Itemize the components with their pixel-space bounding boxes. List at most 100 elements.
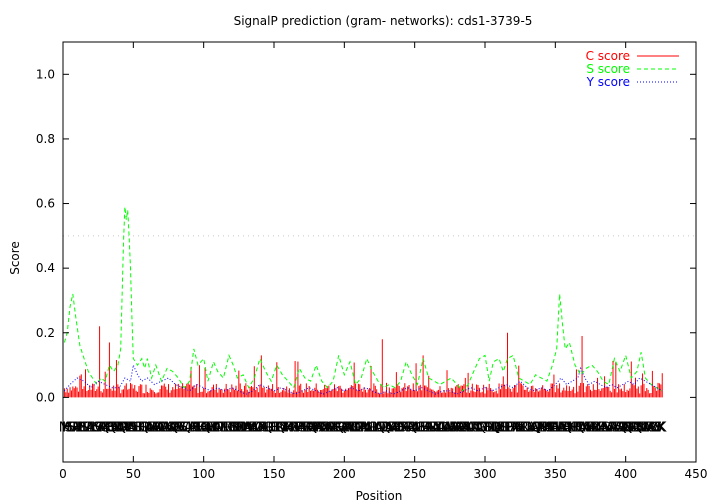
y-axis-ticks: 0.0 0.2 0.4 0.6 0.8 1.0 xyxy=(36,67,696,404)
sequence-letter: T xyxy=(103,420,112,435)
sequence-letter: T xyxy=(435,420,444,435)
sequence-letter: Q xyxy=(408,420,418,435)
sequence-letter: L xyxy=(75,420,83,435)
sequence-letter: F xyxy=(258,420,265,435)
sequence-letter: A xyxy=(448,420,457,435)
sequence-letter: K xyxy=(516,420,525,435)
sequence-letter: H xyxy=(484,420,494,435)
sequence-letter: S xyxy=(326,420,334,435)
sequence-letter: Q xyxy=(491,420,501,435)
sequence-letter: E xyxy=(422,420,430,435)
sequence-letter: L xyxy=(411,420,419,435)
sequence-letter: G xyxy=(270,420,280,435)
sequence-letter: R xyxy=(502,420,511,435)
sequence-letter: R xyxy=(559,420,568,435)
sequence-letter: G xyxy=(476,420,486,435)
sequence-letter: D xyxy=(237,420,247,435)
sequence-letter: V xyxy=(246,420,255,435)
sequence-letter: L xyxy=(220,420,228,435)
sequence-letter: A xyxy=(358,420,367,435)
sequence-letter: L xyxy=(76,420,84,435)
sequence-letter: M xyxy=(479,420,490,435)
sequence-letter: A xyxy=(316,420,325,435)
sequence-letter: A xyxy=(426,420,435,435)
sequence-letter: F xyxy=(294,420,301,435)
x-tick-label: 100 xyxy=(192,467,215,481)
y-tick-label: 0.8 xyxy=(36,132,55,146)
sequence-letter: E xyxy=(550,420,558,435)
sequence-letter: G xyxy=(415,420,425,435)
sequence-letter: H xyxy=(197,420,207,435)
sequence-letter: L xyxy=(384,420,392,435)
sequence-letter: Q xyxy=(576,420,586,435)
sequence-letter: L xyxy=(92,420,100,435)
sequence-letter: E xyxy=(197,420,205,435)
sequence-letter: L xyxy=(494,420,502,435)
sequence-letter: S xyxy=(129,420,137,435)
sequence-letter: A xyxy=(558,420,567,435)
sequence-letter: D xyxy=(114,420,124,435)
x-tick-label: 250 xyxy=(403,467,426,481)
sequence-letter: W xyxy=(301,420,314,435)
sequence-letter: H xyxy=(285,420,295,435)
sequence-letter: K xyxy=(102,420,111,435)
sequence-letter: M xyxy=(111,420,122,435)
sequence-letter: H xyxy=(62,420,72,435)
sequence-letter: S xyxy=(387,420,395,435)
sequence-letter: W xyxy=(318,420,331,435)
sequence-letter: L xyxy=(487,420,495,435)
sequence-letter: R xyxy=(592,420,601,435)
sequence-letter: R xyxy=(275,420,284,435)
sequence-letter: E xyxy=(249,420,257,435)
sequence-letter: C xyxy=(403,420,412,435)
sequence-letter: Q xyxy=(308,420,318,435)
sequence-letter: A xyxy=(364,420,373,435)
sequence-letter: L xyxy=(79,420,87,435)
sequence-letter: A xyxy=(475,420,484,435)
sequence-letter: R xyxy=(547,420,556,435)
sequence-letter: L xyxy=(194,420,202,435)
x-tick-label: 50 xyxy=(126,467,141,481)
sequence-letter: G xyxy=(650,420,660,435)
sequence-letter: R xyxy=(224,420,233,435)
sequence-letter: Q xyxy=(623,420,633,435)
sequence-letter: K xyxy=(190,420,199,435)
sequence-letter: L xyxy=(131,420,139,435)
sequence-letter: S xyxy=(110,420,118,435)
y-tick-label: 0.4 xyxy=(36,261,55,275)
sequence-letter: Q xyxy=(335,420,345,435)
sequence-letter: W xyxy=(389,420,402,435)
sequence-letter: A xyxy=(459,420,468,435)
sequence-letter: G xyxy=(200,420,210,435)
sequence-letter: A xyxy=(327,420,336,435)
sequence-letter: A xyxy=(344,420,353,435)
sequence-letter: P xyxy=(571,420,579,435)
sequence-letter: L xyxy=(556,420,564,435)
sequence-letter: P xyxy=(121,420,129,435)
sequence-letter: D xyxy=(429,420,439,435)
sequence-letter: S xyxy=(64,420,72,435)
y-tick-label: 1.0 xyxy=(36,67,55,81)
sequence-letter: Y xyxy=(593,420,602,435)
sequence-letter: W xyxy=(467,420,480,435)
sequence-letter: D xyxy=(379,420,389,435)
sequence-letter: K xyxy=(455,420,464,435)
x-axis-ticks: 0 50 100 150 200 250 300 350 400 450 xyxy=(59,42,707,481)
sequence-letter: L xyxy=(415,420,423,435)
sequence-letter: N xyxy=(445,420,455,435)
sequence-letter: S xyxy=(648,420,656,435)
sequence-letter: E xyxy=(517,420,525,435)
sequence-letter: E xyxy=(135,420,143,435)
sequence-letter: L xyxy=(466,420,474,435)
sequence-letter: C xyxy=(95,420,104,435)
sequence-letter: A xyxy=(375,420,384,435)
sequence-letter: V xyxy=(534,420,543,435)
sequence-letter: N xyxy=(636,420,646,435)
sequence-letter: A xyxy=(99,420,108,435)
sequence-letter: F xyxy=(573,420,580,435)
sequence-letter: T xyxy=(280,420,289,435)
sequence-letter: H xyxy=(427,420,437,435)
sequence-letter: E xyxy=(138,420,146,435)
sequence-letter: E xyxy=(335,420,343,435)
sequence-letter: D xyxy=(238,420,248,435)
